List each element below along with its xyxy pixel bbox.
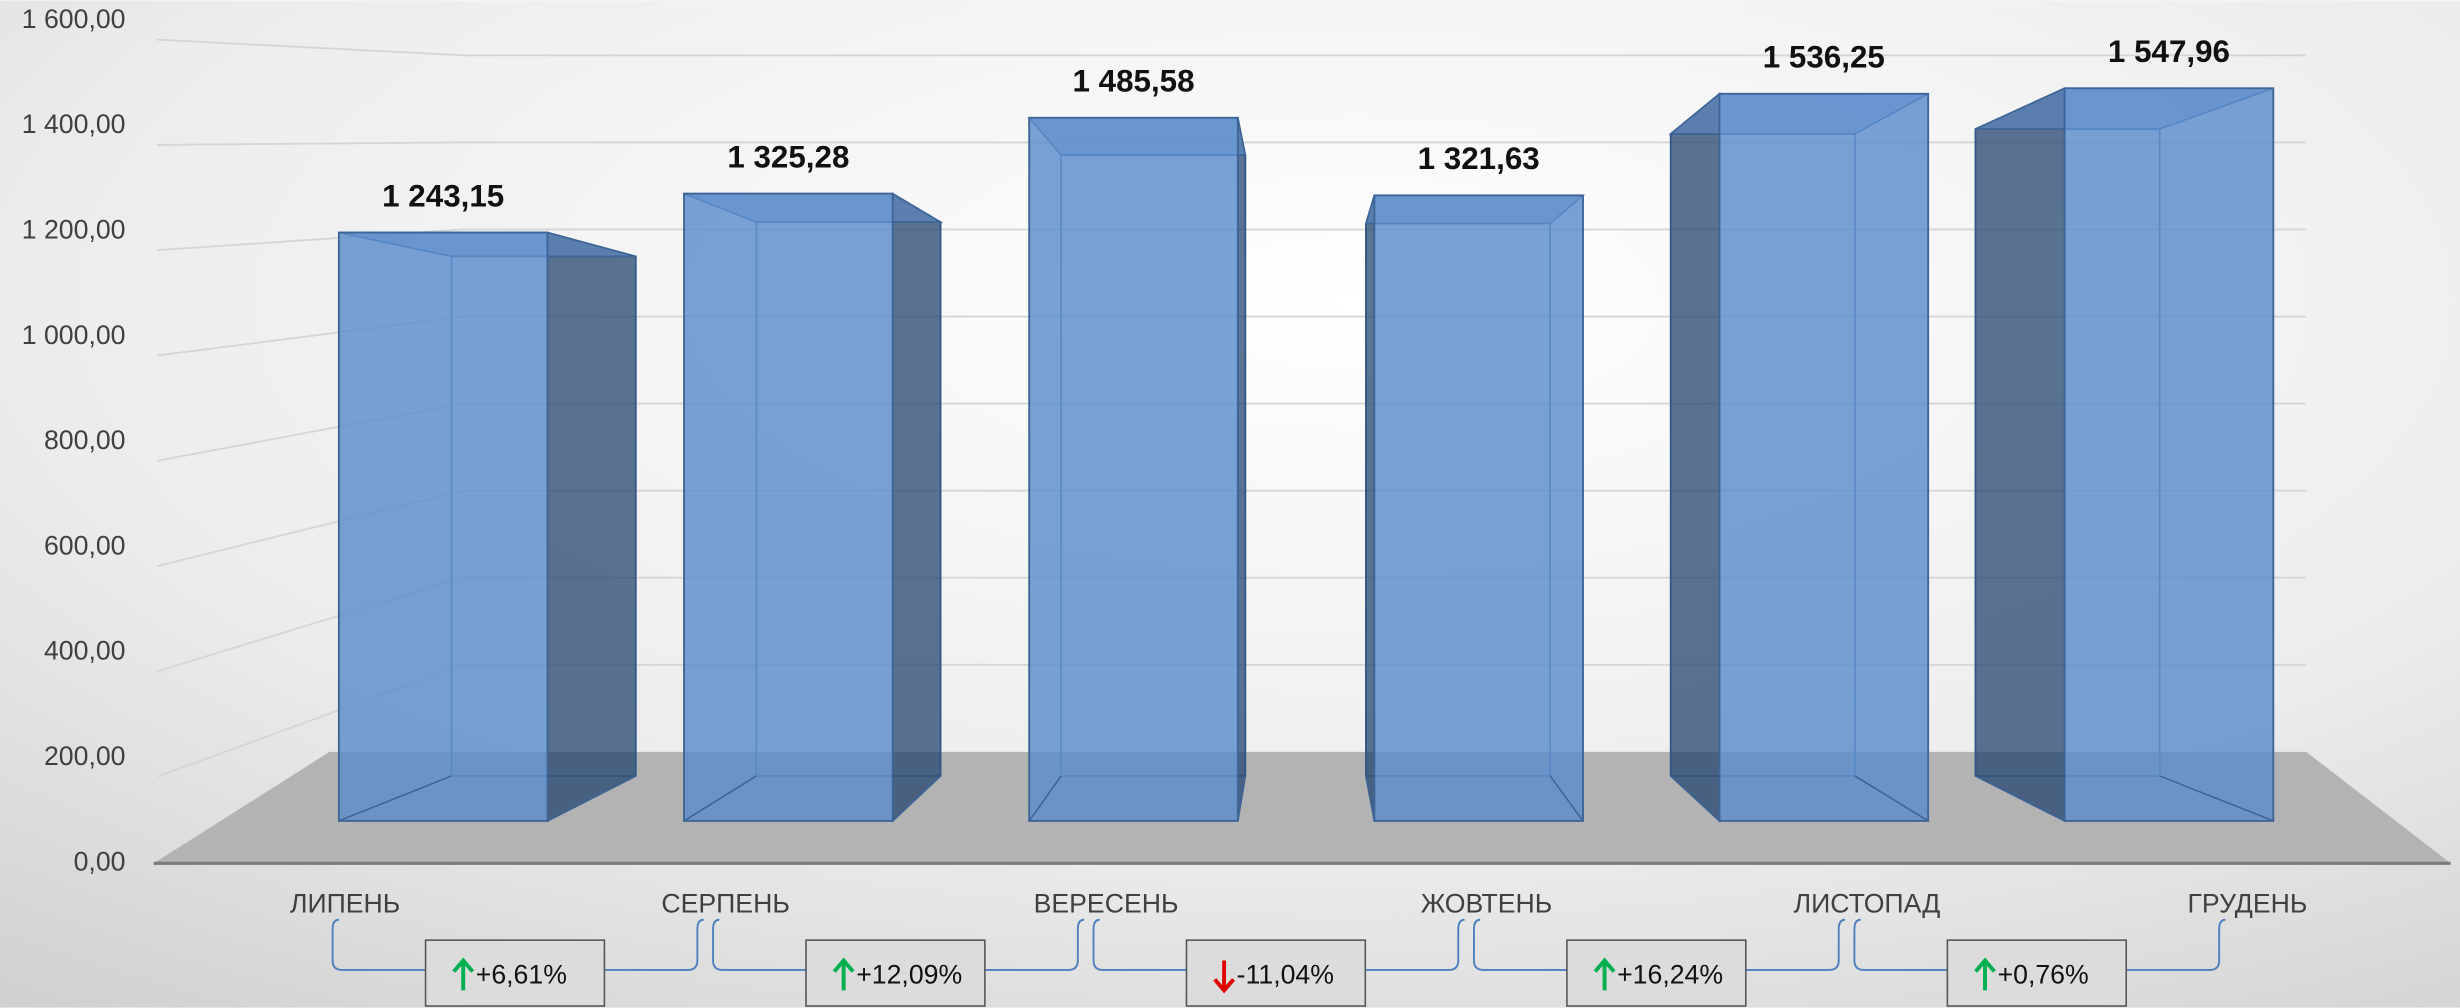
change-box (424, 939, 606, 1007)
grid-line (156, 38, 2307, 57)
bar-side (1237, 117, 1247, 822)
y-tick-label: 800,00 (44, 425, 126, 455)
bar (1027, 116, 1247, 822)
y-tick-label: 0,00 (74, 846, 126, 876)
bar-front (683, 192, 894, 822)
bar-edge (1670, 775, 1721, 822)
change-label: +16,24% (1617, 959, 1723, 989)
bar-edge (1365, 775, 1376, 822)
change-arrow (832, 957, 855, 991)
bar-edge (683, 775, 757, 822)
bar (1668, 92, 1930, 823)
bar-side (1365, 195, 1376, 822)
bar-edge (892, 775, 942, 822)
y-tick-label: 1 000,00 (22, 320, 126, 350)
bar-edge (547, 775, 637, 822)
bar-edge (1028, 775, 1062, 822)
value-label: 1 485,58 (1072, 64, 1194, 99)
change-box (1185, 939, 1367, 1007)
bar-edge (338, 775, 452, 822)
x-tick-label: ГРУДЕНЬ (2187, 889, 2307, 919)
bar-front (337, 231, 549, 822)
change-arrow (1974, 957, 1996, 991)
value-label: 1 536,25 (1763, 40, 1885, 75)
value-label: 1 325,28 (727, 139, 849, 174)
bar-front (1718, 92, 1930, 822)
bar-front (1373, 194, 1584, 822)
value-label: 1 547,96 (2108, 34, 2230, 69)
x-tick-label: ЛИПЕНЬ (290, 889, 400, 919)
y-tick-label: 600,00 (44, 530, 126, 560)
bar-front (1028, 116, 1239, 822)
bar-side (1974, 87, 2066, 823)
bar-side (1669, 92, 1721, 823)
x-tick-label: ЖОВТЕНЬ (1421, 889, 1553, 919)
change-label: +0,76% (1998, 959, 2089, 989)
change-arrow (1593, 957, 1616, 991)
bar (1974, 87, 2275, 823)
change-box (1566, 939, 1747, 1007)
x-tick-label: ВЕРЕСЕНЬ (1034, 889, 1179, 919)
bar-edge (1975, 775, 2065, 822)
change-label: -11,04% (1237, 959, 1334, 989)
change-label: +6,61% (476, 959, 567, 989)
value-label: 1 321,63 (1418, 141, 1540, 176)
bar-edge (1549, 775, 1584, 822)
y-tick-label: 1 400,00 (22, 109, 126, 139)
bar (337, 231, 637, 823)
x-tick-label: СЕРПЕНЬ (661, 889, 790, 919)
bar-side (546, 231, 637, 823)
bar-front (2063, 87, 2275, 822)
y-tick-label: 400,00 (44, 636, 126, 666)
bar (683, 192, 944, 823)
bar-edge (1237, 775, 1247, 822)
change-arrow (452, 957, 475, 991)
y-tick-label: 1 600,00 (22, 4, 126, 34)
y-tick-label: 200,00 (44, 741, 126, 771)
change-label: +12,09% (856, 959, 962, 989)
change-box (1946, 939, 2128, 1007)
bar-edge (1854, 775, 1929, 822)
change-arrow (1213, 960, 1236, 994)
y-tick-label: 1 200,00 (22, 214, 126, 244)
value-label: 1 243,15 (382, 178, 504, 213)
bar-edge (2159, 775, 2274, 822)
bar-side (891, 192, 942, 823)
bar (1364, 194, 1586, 822)
x-tick-label: ЛИСТОПАД (1794, 889, 1941, 919)
change-box (805, 939, 986, 1007)
